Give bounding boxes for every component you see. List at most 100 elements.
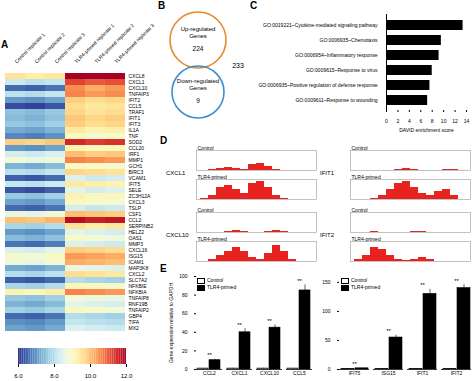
svg-text:Control replicate 3: Control replicate 3	[53, 31, 86, 65]
svg-text:Genes: Genes	[189, 85, 207, 91]
svg-text:Control replicate 2: Control replicate 2	[33, 31, 66, 65]
svg-text:6: 6	[419, 118, 422, 124]
svg-text:80: 80	[182, 292, 188, 298]
svg-text:CXCL10: CXCL10	[128, 85, 148, 92]
svg-text:CXCL3: CXCL3	[128, 199, 145, 206]
svg-text:TLR4-primed: TLR4-primed	[198, 236, 227, 242]
svg-text:IFIT3: IFIT3	[128, 121, 141, 128]
html-text:C: C	[250, 0, 258, 11]
html-text:A: A	[1, 39, 9, 50]
html-text:B: B	[158, 0, 166, 11]
svg-text:60: 60	[182, 310, 188, 316]
svg-text:12.0: 12.0	[121, 373, 133, 379]
svg-text:CSF1: CSF1	[128, 211, 142, 218]
svg-text:SERPINB2: SERPINB2	[128, 223, 154, 230]
svg-text:Control replicate 1: Control replicate 1	[13, 31, 46, 65]
svg-text:**: **	[207, 352, 212, 358]
svg-text:CXCL8: CXCL8	[128, 73, 145, 80]
svg-text:VCAM1: VCAM1	[128, 175, 146, 182]
svg-text:TLR4-primed replicate 2: TLR4-primed replicate 2	[93, 22, 136, 65]
svg-text:MMP1: MMP1	[128, 157, 143, 164]
svg-text:8.0: 8.0	[50, 373, 59, 379]
svg-text:OAS1: OAS1	[128, 235, 142, 242]
svg-text:GO:0006954~Inflammatory respon: GO:0006954~Inflammatory response	[295, 52, 378, 58]
svg-text:IL1A: IL1A	[128, 127, 139, 134]
svg-text:Up-regulated: Up-regulated	[181, 26, 216, 32]
svg-text:10.0: 10.0	[85, 373, 97, 379]
svg-text:TNFAIP3: TNFAIP3	[128, 91, 149, 98]
svg-text:**: **	[297, 278, 302, 284]
svg-text:0: 0	[328, 366, 331, 372]
html-text:D: D	[160, 135, 168, 146]
svg-text:SOD2: SOD2	[128, 139, 143, 146]
svg-text:CCL20: CCL20	[128, 145, 145, 152]
svg-text:TLR4-primed: TLR4-primed	[198, 174, 227, 180]
svg-text:6.0: 6.0	[14, 373, 23, 379]
svg-text:CXCL1: CXCL1	[128, 79, 145, 86]
svg-text:ISG15: ISG15	[381, 370, 395, 376]
svg-text:IFIT1: IFIT1	[128, 115, 141, 122]
svg-text:100: 100	[322, 308, 331, 314]
svg-text:9: 9	[196, 97, 200, 104]
svg-text:**: **	[386, 328, 391, 334]
svg-text:Gene expression relative to GA: Gene expression relative to GAPDH	[168, 283, 174, 363]
svg-text:TSLP: TSLP	[128, 205, 141, 212]
svg-text:**: **	[420, 282, 425, 288]
svg-text:CCL5: CCL5	[293, 370, 306, 376]
svg-text:20: 20	[182, 348, 188, 354]
svg-text:**: **	[352, 361, 357, 367]
svg-text:ZC3H12A: ZC3H12A	[128, 193, 151, 200]
svg-text:12: 12	[452, 118, 458, 124]
svg-text:0: 0	[385, 118, 388, 124]
svg-text:GO:0009615~Response to virus: GO:0009615~Response to virus	[306, 67, 378, 73]
svg-text:8: 8	[431, 118, 434, 124]
svg-text:Down-regulated: Down-regulated	[177, 78, 219, 84]
svg-text:IFIT2: IFIT2	[128, 97, 141, 104]
svg-text:Control: Control	[198, 145, 214, 151]
svg-text:TLR4-primed: TLR4-primed	[352, 174, 381, 180]
svg-text:224: 224	[193, 45, 204, 52]
svg-text:GO:0006935~Chemotaxis: GO:0006935~Chemotaxis	[320, 37, 378, 43]
svg-text:IFIT5: IFIT5	[349, 370, 361, 376]
svg-text:Control: Control	[352, 207, 368, 213]
svg-text:**: **	[237, 322, 242, 328]
svg-text:CCL2: CCL2	[203, 370, 216, 376]
svg-text:2: 2	[397, 118, 400, 124]
svg-text:CCL5: CCL5	[128, 103, 142, 110]
svg-text:IFIT5: IFIT5	[128, 181, 141, 188]
svg-text:SELE: SELE	[128, 187, 142, 194]
svg-text:CXCL10: CXCL10	[260, 370, 279, 376]
svg-text:100: 100	[179, 273, 188, 279]
svg-text:TLR4-primed replicate 1: TLR4-primed replicate 1	[73, 22, 116, 65]
svg-text:50: 50	[325, 337, 331, 343]
svg-text:150: 150	[322, 279, 331, 285]
svg-text:IRF1: IRF1	[128, 151, 140, 158]
svg-text:CXCL1: CXCL1	[231, 370, 247, 376]
svg-text:10: 10	[441, 118, 447, 124]
svg-text:14: 14	[464, 118, 470, 124]
svg-text:TLR4-primed replicate 3: TLR4-primed replicate 3	[113, 22, 155, 64]
svg-text:0: 0	[185, 366, 188, 372]
svg-text:IFIT2: IFIT2	[451, 370, 463, 376]
svg-text:4: 4	[408, 118, 411, 124]
svg-text:GO:0019221~Cytokine-mediated s: GO:0019221~Cytokine-mediated signaling p…	[263, 22, 378, 28]
svg-text:MX2: MX2	[129, 325, 140, 331]
svg-text:**: **	[454, 278, 459, 284]
svg-text:GCH1: GCH1	[128, 163, 143, 170]
svg-text:IFIT1: IFIT1	[417, 370, 429, 376]
svg-text:Control: Control	[198, 207, 214, 213]
svg-text:DAVID enrichment score: DAVID enrichment score	[399, 127, 454, 133]
svg-text:TLR4-primed: TLR4-primed	[352, 236, 381, 242]
svg-text:TNF: TNF	[128, 133, 139, 140]
svg-text:40: 40	[182, 329, 188, 335]
svg-text:BIRC3: BIRC3	[128, 169, 144, 176]
svg-text:Genes: Genes	[189, 33, 207, 39]
svg-text:GO:0006935~Positive regulation: GO:0006935~Positive regulation of defens…	[258, 82, 377, 88]
svg-text:CCL2: CCL2	[128, 217, 142, 224]
svg-text:233: 233	[232, 62, 244, 69]
svg-text:HELZ2: HELZ2	[128, 229, 145, 236]
svg-text:Control: Control	[352, 145, 368, 151]
svg-text:TRAF1: TRAF1	[128, 109, 145, 116]
svg-text:**: **	[267, 318, 272, 324]
svg-text:GO:0009611~Response to woundin: GO:0009611~Response to wounding	[295, 97, 377, 103]
